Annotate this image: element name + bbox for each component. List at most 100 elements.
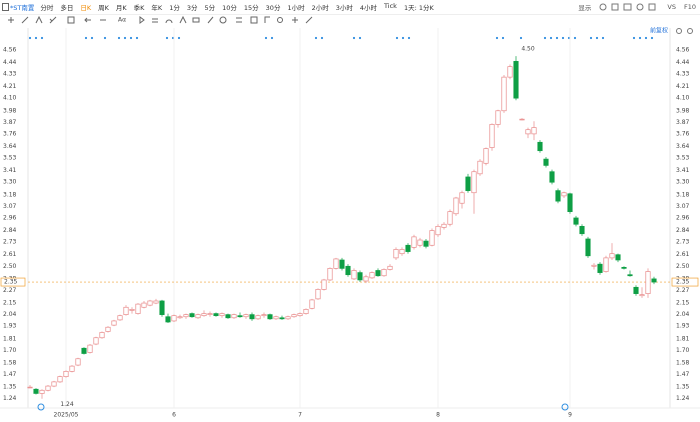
candle-body bbox=[597, 263, 603, 273]
candle-body bbox=[345, 265, 351, 276]
event-dot bbox=[314, 36, 318, 40]
event-dot bbox=[90, 36, 94, 40]
event-dot bbox=[320, 36, 324, 40]
period-button[interactable]: 年K bbox=[151, 4, 163, 12]
candle-body bbox=[357, 272, 363, 281]
event-dot bbox=[165, 36, 169, 40]
period-button[interactable]: 1分 bbox=[169, 4, 180, 12]
x-tick-label: 6 bbox=[172, 412, 176, 419]
candle-body bbox=[309, 299, 315, 309]
max-label: 4.50 bbox=[521, 46, 535, 53]
y-tick-label: 4.56 bbox=[3, 46, 17, 53]
event-dot bbox=[555, 36, 559, 40]
y-tick-label-right: 3.76 bbox=[676, 130, 690, 137]
period-button[interactable]: 1小时 bbox=[287, 4, 305, 12]
candle-body bbox=[273, 316, 279, 320]
period-button[interactable]: 30分 bbox=[265, 4, 281, 12]
candle-body bbox=[207, 313, 213, 315]
event-dot bbox=[601, 36, 605, 40]
candle-body bbox=[255, 315, 261, 320]
y-tick-label: 4.44 bbox=[3, 59, 17, 66]
tab-icon bbox=[2, 3, 9, 11]
candle-body bbox=[393, 249, 399, 259]
period-button[interactable]: 日K bbox=[80, 4, 92, 12]
period-button[interactable]: 4小时 bbox=[359, 4, 378, 12]
y-tick-label: 4.33 bbox=[3, 70, 17, 77]
period-button[interactable]: 周K bbox=[98, 4, 109, 12]
period-button[interactable]: 月K bbox=[115, 4, 127, 12]
candle-body bbox=[261, 314, 267, 317]
period-button[interactable]: 季K bbox=[133, 4, 145, 12]
y-tick-label: 2.73 bbox=[3, 239, 17, 246]
period-button[interactable]: 分时 bbox=[40, 4, 54, 12]
candle-body bbox=[243, 314, 249, 318]
candle-body bbox=[303, 309, 309, 314]
y-tick-label-right: 1.47 bbox=[676, 371, 690, 378]
display-button[interactable]: 显示 bbox=[578, 4, 592, 12]
candle-body bbox=[537, 141, 543, 152]
y-tick-label-right: 3.53 bbox=[676, 155, 690, 162]
vs-button[interactable]: VS bbox=[667, 3, 676, 11]
x-tick-label: 2025/05 bbox=[54, 412, 79, 419]
adjust-label[interactable]: 前复权 bbox=[650, 27, 668, 35]
toolbar-right: 显示 VS F10 bbox=[578, 2, 696, 12]
y-tick-label-right: 4.44 bbox=[676, 59, 690, 66]
period-button[interactable]: 2小时 bbox=[311, 4, 329, 12]
candle-body bbox=[93, 337, 99, 345]
f10-button[interactable]: F10 bbox=[683, 3, 696, 11]
event-dot bbox=[501, 36, 505, 40]
toolbar: *ST南置 分时 多日 日K 周K 月K 季K 年K 1分 3分 5分 10分 15分 30分 1小时 2小… bbox=[0, 0, 700, 15]
event-dot bbox=[589, 36, 593, 40]
event-dot bbox=[103, 36, 107, 40]
y-tick-label: 3.87 bbox=[3, 119, 17, 126]
candle-body bbox=[639, 294, 645, 297]
period-button[interactable]: 10分 bbox=[222, 4, 237, 12]
candle-body bbox=[195, 314, 201, 319]
y-tick-label: 3.98 bbox=[3, 107, 17, 114]
candle-body bbox=[111, 320, 117, 326]
candle-body bbox=[81, 347, 87, 354]
event-dot bbox=[177, 36, 181, 40]
y-tick-label-right: 4.21 bbox=[676, 83, 690, 90]
y-tick-label-right: 3.41 bbox=[676, 167, 690, 174]
candle-body bbox=[147, 300, 153, 306]
candle-body bbox=[123, 306, 129, 315]
period-button[interactable]: 3小时 bbox=[335, 4, 353, 12]
candle-body bbox=[489, 124, 495, 148]
x-tick-label: 7 bbox=[298, 412, 302, 419]
candle-body bbox=[213, 313, 219, 317]
event-dot bbox=[543, 36, 547, 40]
y-tick-label-right: 3.87 bbox=[676, 119, 690, 126]
candle-body bbox=[507, 66, 513, 78]
period-button[interactable]: 多日 bbox=[60, 4, 74, 12]
candle-body bbox=[573, 217, 579, 225]
candle-body bbox=[513, 61, 519, 99]
event-dot bbox=[573, 36, 577, 40]
y-tick-label: 1.58 bbox=[3, 359, 17, 366]
candle-body bbox=[315, 289, 321, 300]
period-button[interactable]: 1天: 1分K bbox=[403, 4, 434, 12]
period-button[interactable]: Tick bbox=[384, 2, 397, 10]
candle-body bbox=[75, 358, 81, 366]
candle-body bbox=[135, 303, 141, 314]
period-button[interactable]: 3分 bbox=[186, 4, 198, 12]
candle-body bbox=[615, 254, 621, 261]
candle-body bbox=[483, 148, 489, 164]
period-button[interactable]: 15分 bbox=[243, 4, 259, 12]
candle-body bbox=[267, 314, 273, 320]
period-button[interactable]: 5分 bbox=[204, 4, 216, 12]
y-tick-label: 1.24 bbox=[3, 395, 17, 402]
y-tick-label: 2.50 bbox=[3, 263, 17, 270]
candle-body bbox=[579, 226, 585, 235]
y-tick-label: 1.93 bbox=[3, 323, 17, 330]
candle-body bbox=[459, 192, 465, 204]
candle-body bbox=[237, 315, 243, 318]
font-tool[interactable]: Aα bbox=[118, 17, 126, 24]
event-dot bbox=[595, 36, 599, 40]
candle-body bbox=[225, 314, 231, 319]
candle-body bbox=[531, 127, 537, 135]
candle-body bbox=[441, 223, 447, 228]
period-list: 分时 多日 日K 周K 月K 季K 年K 1分 3分 5分 10分 15分 30分 1小时 2小时 3小时 4小… bbox=[40, 2, 440, 12]
stock-tab[interactable]: *ST南置 bbox=[10, 4, 35, 12]
